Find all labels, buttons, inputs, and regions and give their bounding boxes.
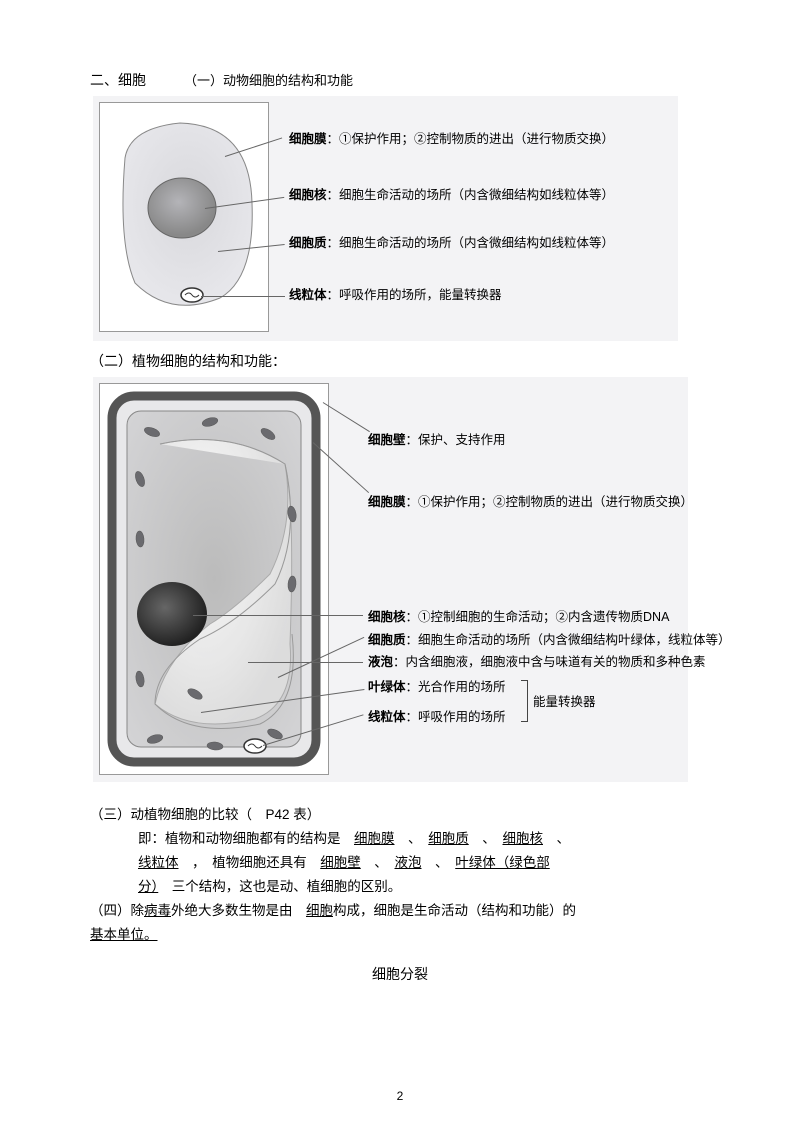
label-chloro: 叶绿体 [368, 680, 406, 694]
title-division: 细胞分裂 [90, 964, 710, 984]
label-cytoplasm-a: 细胞质 [289, 236, 327, 250]
label-mito-a-desc: ：呼吸作用的场所，能量转换器 [327, 288, 502, 302]
label-vacuole-desc: ：内含细胞液，细胞液中含与味道有关的物质和多种色素 [393, 655, 706, 669]
label-cytoplasm-p-desc: ：细胞生命活动的场所（内含微细结构叶绿体，线粒体等） [406, 633, 731, 647]
label-membrane-p-desc: ：①保护作用；②控制物质的进出（进行物质交换） [406, 495, 694, 509]
label-nucleus-p: 细胞核 [368, 610, 406, 624]
label-mito-p: 线粒体 [368, 710, 406, 724]
label-chloro-desc: ：光合作用的场所 [406, 680, 506, 694]
p-three: （三）动植物细胞的比较（ P42 表） [90, 804, 710, 826]
label-nucleus-a-desc: ：细胞生命活动的场所（内含微细结构如线粒体等） [327, 188, 615, 202]
label-cytoplasm-a-desc: ：细胞生命活动的场所（内含微细结构如线粒体等） [327, 236, 615, 250]
label-mito-a: 线粒体 [289, 288, 327, 302]
label-membrane-p: 细胞膜 [368, 495, 406, 509]
plant-cell-diagram: 细胞壁：保护、支持作用 细胞膜：①保护作用；②控制物质的进出（进行物质交换） 细… [93, 377, 688, 782]
label-mito-p-desc: ：呼吸作用的场所 [406, 710, 506, 724]
page-number: 2 [0, 1089, 800, 1103]
label-wall-desc: ：保护、支持作用 [406, 433, 506, 447]
label-membrane: 细胞膜 [289, 132, 327, 146]
subsection-1: （一）动物细胞的结构和功能 [184, 70, 353, 89]
p-basic-unit: 基本单位。 [90, 924, 710, 946]
section-heading: 二、细胞 [90, 70, 146, 90]
label-nucleus-a: 细胞核 [289, 188, 327, 202]
bracket-label: 能量转换器 [533, 691, 596, 710]
p-plant-extra: 线粒体 ， 植物细胞还具有 细胞壁 、 液泡 、 叶绿体（绿色部 [138, 852, 710, 874]
label-vacuole: 液泡 [368, 655, 393, 669]
p-four: （四）除病毒外绝大多数生物是由 细胞构成，细胞是生命活动（结构和功能）的 [90, 900, 710, 922]
subsection-2: （二）植物细胞的结构和功能： [90, 351, 710, 371]
label-wall: 细胞壁 [368, 433, 406, 447]
label-cytoplasm-p: 细胞质 [368, 633, 406, 647]
p-plant-extra2: 分） 三个结构，这也是动、植细胞的区别。 [138, 876, 710, 898]
label-membrane-desc: ：①保护作用；②控制物质的进出（进行物质交换） [327, 132, 615, 146]
p-common: 即：植物和动物细胞都有的结构是 细胞膜 、 细胞质 、 细胞核 、 [138, 828, 710, 850]
label-nucleus-p-desc: ：①控制细胞的生命活动；②内含遗传物质DNA [406, 610, 670, 624]
animal-cell-diagram: 细胞膜：①保护作用；②控制物质的进出（进行物质交换） 细胞核：细胞生命活动的场所… [93, 96, 678, 341]
